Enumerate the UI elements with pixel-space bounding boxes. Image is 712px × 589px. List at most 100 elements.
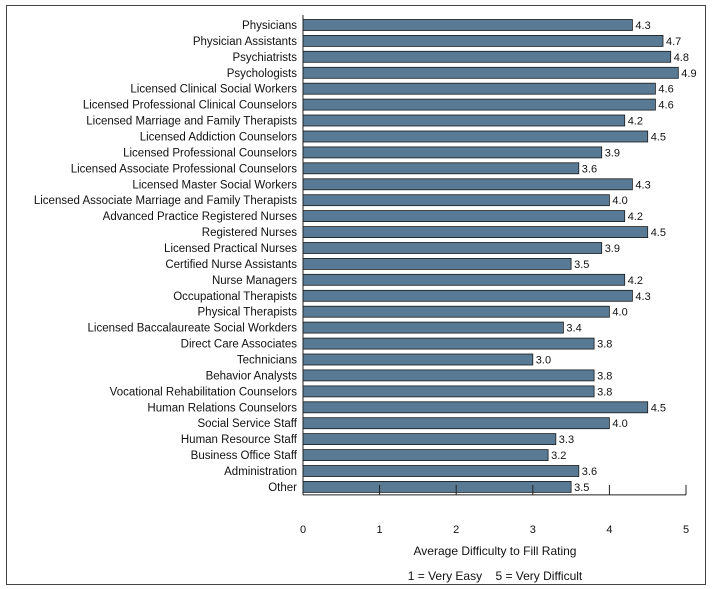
value-label: 4.5 <box>651 227 666 239</box>
category-label: Other <box>268 482 297 494</box>
value-label: 4.2 <box>628 116 643 128</box>
category-label: Psychiatrists <box>232 52 297 64</box>
value-label: 4.8 <box>674 52 689 64</box>
value-label: 4.2 <box>628 211 643 223</box>
category-labels: Physicians Physician Assistants Psychiatri… <box>34 20 298 494</box>
value-labels: 4.34.74.84.94.64.64.24.53.93.64.34.04.24… <box>536 20 697 494</box>
x-tick-label: 4 <box>606 524 612 536</box>
category-label: Licensed Professional Counselors <box>123 147 297 159</box>
category-label: Human Relations Counselors <box>147 402 297 414</box>
value-label: 3.9 <box>605 147 620 159</box>
category-label: Administration <box>224 466 297 478</box>
value-label: 4.2 <box>628 275 643 287</box>
value-label: 3.8 <box>597 339 612 351</box>
value-label: 4.6 <box>658 84 673 96</box>
x-tick-label: 2 <box>453 524 459 536</box>
bar <box>302 369 595 382</box>
x-tick-label: 0 <box>300 524 306 536</box>
value-label: 4.5 <box>651 132 666 144</box>
category-label: Licensed Associate Professional Counselo… <box>71 163 298 175</box>
value-label: 3.3 <box>559 434 574 446</box>
bar <box>302 465 580 477</box>
category-label: Behavior Analysts <box>206 370 298 382</box>
value-label: 4.0 <box>612 418 627 430</box>
bar <box>302 130 649 143</box>
x-axis-title: Average Difficulty to Fill Rating <box>414 544 577 558</box>
bar <box>302 289 633 302</box>
category-label: Registered Nurses <box>202 227 297 239</box>
category-label: Psychologists <box>227 68 298 80</box>
category-label: Licensed Associate Marriage and Family T… <box>34 195 297 207</box>
category-label: Occupational Therapists <box>173 291 297 303</box>
bar <box>302 98 656 111</box>
category-label: Social Service Staff <box>197 418 297 430</box>
value-label: 3.6 <box>582 163 597 175</box>
bar <box>302 305 610 318</box>
category-label: Licensed Professional Clinical Counselor… <box>83 100 297 112</box>
scale-note: 1 = Very Easy 5 = Very Difficult <box>408 569 583 583</box>
bar <box>302 480 572 493</box>
bar-chart: Physicians Physician Assistants Psychiatri… <box>34 15 697 583</box>
bar <box>302 19 633 31</box>
bar <box>302 353 534 366</box>
category-label: Advanced Practice Registered Nurses <box>103 211 298 223</box>
value-label: 3.5 <box>574 482 589 494</box>
value-label: 4.3 <box>635 20 650 32</box>
bar <box>302 210 626 223</box>
bar <box>302 401 649 414</box>
bar <box>302 226 649 239</box>
category-label: Nurse Managers <box>212 275 297 287</box>
bar <box>302 34 664 47</box>
bar <box>302 66 679 79</box>
x-tick-label: 1 <box>377 524 383 536</box>
category-label: Vocational Rehabilitation Counselors <box>110 386 298 398</box>
category-label: Human Resource Staff <box>181 434 298 446</box>
chart-frame: Physicians Physician Assistants Psychiatri… <box>6 5 706 585</box>
x-tick-label: 3 <box>530 524 536 536</box>
bar <box>302 50 672 63</box>
category-label: Physician Assistants <box>193 36 297 48</box>
value-label: 3.9 <box>605 243 620 255</box>
bar <box>302 321 564 334</box>
bar <box>302 337 595 350</box>
value-label: 4.6 <box>658 100 673 112</box>
bar <box>302 82 656 95</box>
value-label: 4.0 <box>612 307 627 319</box>
bar <box>302 433 557 446</box>
value-label: 4.0 <box>612 195 627 207</box>
value-label: 3.8 <box>597 370 612 382</box>
value-label: 3.6 <box>582 466 597 478</box>
value-label: 4.9 <box>681 68 696 80</box>
category-label: Physicians <box>242 20 297 32</box>
bars-layer <box>302 19 679 493</box>
category-label: Physical Therapists <box>198 307 298 319</box>
bar <box>302 114 626 127</box>
category-label: Certified Nurse Assistants <box>165 259 297 271</box>
value-label: 3.4 <box>566 323 581 335</box>
category-label: Licensed Baccalaureate Social Workders <box>88 323 298 335</box>
bar <box>302 449 549 462</box>
x-tick-label: 5 <box>683 524 689 536</box>
bar <box>302 273 626 286</box>
value-label: 4.7 <box>666 36 681 48</box>
value-label: 3.8 <box>597 386 612 398</box>
value-label: 3.0 <box>536 355 551 367</box>
bar <box>302 417 610 430</box>
bar <box>302 242 603 254</box>
category-label: Business Office Staff <box>191 450 298 462</box>
category-label: Licensed Clinical Social Workers <box>130 84 297 96</box>
x-axis: 0 1 2 3 4 5 <box>300 15 689 536</box>
category-label: Licensed Marriage and Family Therapists <box>86 116 297 128</box>
bar <box>302 194 610 207</box>
category-label: Licensed Practical Nurses <box>164 243 297 255</box>
category-label: Licensed Addiction Counselors <box>140 132 298 144</box>
bar <box>302 162 580 175</box>
bar <box>302 385 595 398</box>
category-label: Technicians <box>237 355 297 367</box>
value-label: 4.3 <box>635 179 650 191</box>
category-label: Licensed Master Social Workers <box>132 179 297 191</box>
value-label: 4.5 <box>651 402 666 414</box>
value-label: 3.2 <box>551 450 566 462</box>
value-label: 4.3 <box>635 291 650 303</box>
value-label: 3.5 <box>574 259 589 271</box>
